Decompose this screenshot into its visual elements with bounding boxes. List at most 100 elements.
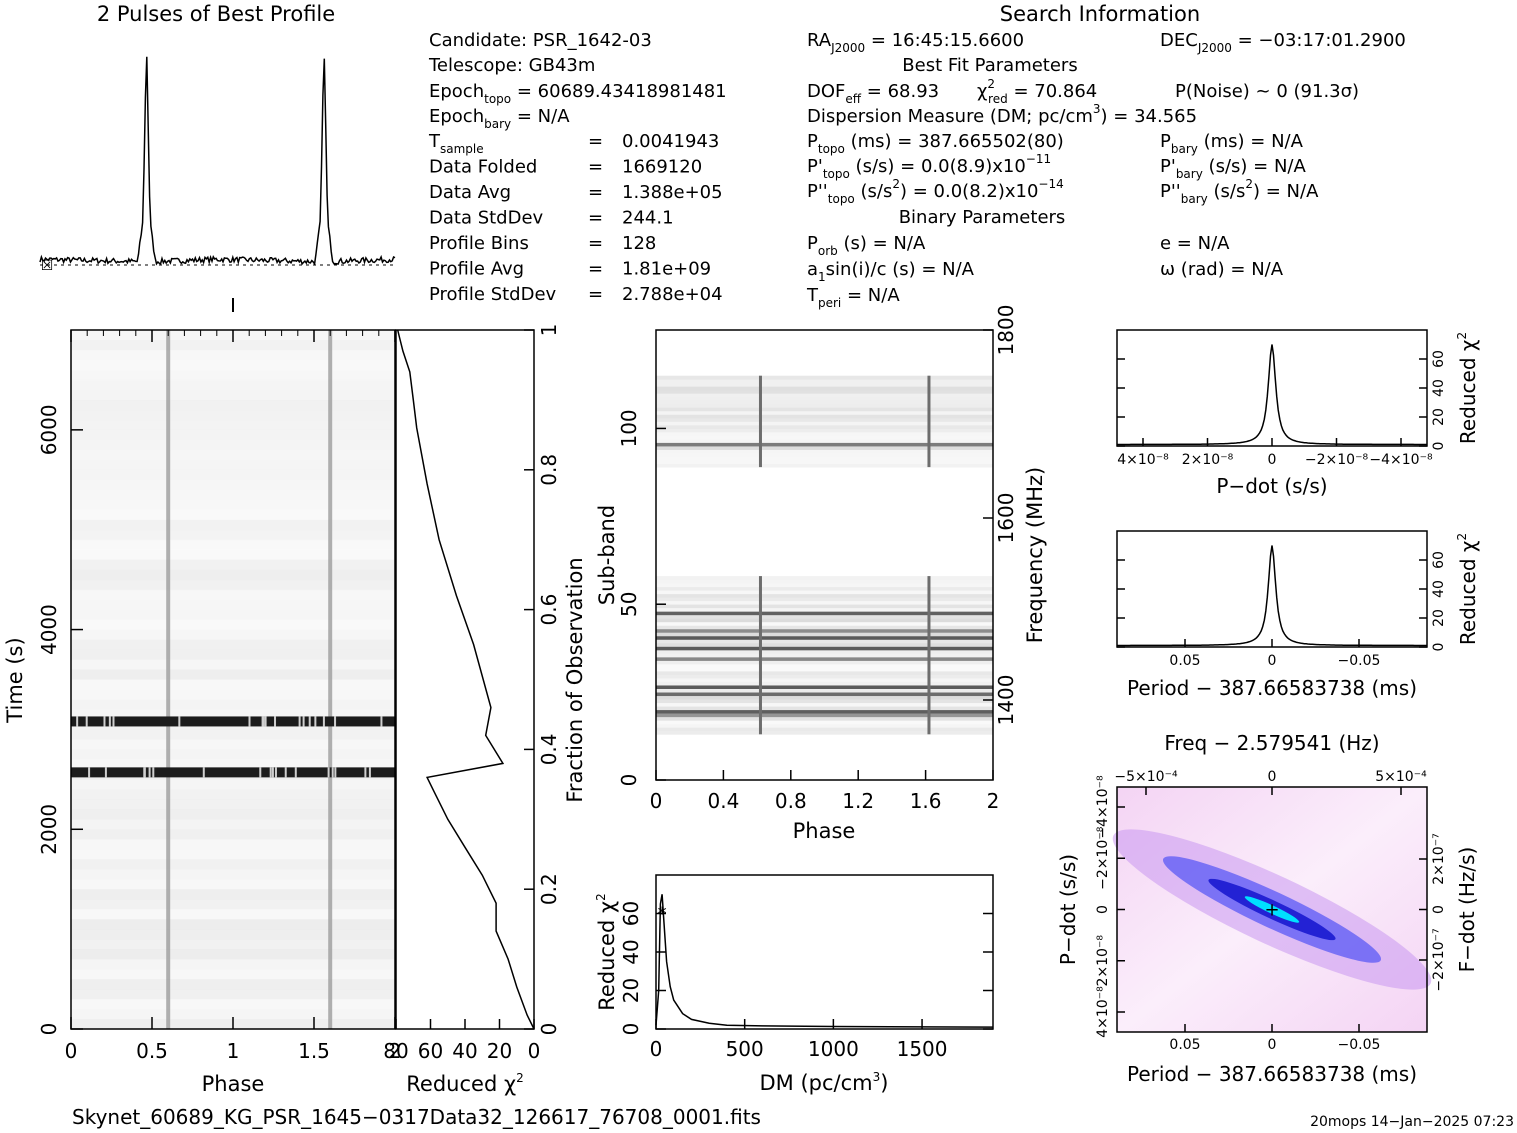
- time-phase-row: [71, 449, 395, 461]
- pbary-text: Pbary (ms) = N/A: [1160, 131, 1304, 156]
- subband-row: [656, 424, 993, 429]
- time-phase-row: [71, 959, 395, 970]
- time-phase-row: [71, 439, 395, 451]
- time-phase-row: [71, 799, 395, 810]
- time-phase-pulse-track: [166, 330, 171, 1029]
- subband-freq-label: 1800: [994, 305, 1018, 356]
- a1-text: a1sin(i)/c (s) = N/A: [807, 259, 975, 284]
- info-row-value: 0.0041943: [622, 131, 719, 152]
- subband-row: [656, 649, 993, 654]
- dm-ytick-label: 60: [619, 901, 643, 926]
- subband-row: [656, 414, 993, 419]
- info-row-label: Data StdDev: [429, 208, 544, 229]
- subband-row: [656, 453, 993, 457]
- time-phase-row: [71, 619, 395, 631]
- time-phase-rfi-gap: [380, 716, 383, 727]
- subband-row: [656, 639, 993, 644]
- period-chi-xlabel: Period − 387.66583738 (ms): [1127, 676, 1417, 700]
- subband-xtick-label: 2: [987, 789, 1000, 813]
- pdot-chi-ylabel: Reduced χ2: [1455, 332, 1480, 444]
- e-text: e = N/A: [1160, 233, 1230, 254]
- subband-rfi-row: [656, 685, 993, 689]
- subband-rfi-row: [656, 692, 993, 697]
- time-phase-row: [71, 809, 395, 820]
- pddot-bary-text: P''bary (s/s2) = N/A: [1160, 177, 1319, 206]
- time-phase-rfi-gap: [284, 767, 287, 778]
- time-phase-rfi-gap: [76, 716, 79, 727]
- plane-ytick-label: 2×10⁻⁸: [1095, 935, 1111, 987]
- chi-red-text: χ2 red = 70.864: [977, 77, 1097, 106]
- subband-rfi-row: [656, 656, 993, 661]
- info-row-value: 1.81e+09: [622, 259, 711, 280]
- time-phase-row: [71, 849, 395, 860]
- pdot-chi-ytick-label: 60: [1431, 350, 1447, 368]
- period-chi-xtick-label: −0.05: [1338, 653, 1381, 669]
- time-phase-row: [71, 379, 395, 391]
- time-phase-rfi-gap: [88, 767, 91, 778]
- subband-row: [656, 431, 993, 436]
- chi-fraction-xtick-label: 20: [487, 1039, 512, 1063]
- dm-ylabel: Reduced χ2: [594, 893, 619, 1010]
- search-info: Search Information RAJ2000 = 16:45:15.66…: [806, 2, 1406, 310]
- plane-right-tick-label: −2×10⁻⁷: [1431, 928, 1447, 991]
- dm-xtick-label: 500: [726, 1037, 764, 1061]
- time-phase-ytick-label: 0: [37, 1023, 61, 1036]
- subband-row: [656, 653, 993, 658]
- time-phase-row: [71, 419, 395, 431]
- pdot-chi-xtick-label: −4×10⁻⁸: [1369, 452, 1433, 468]
- time-phase-row: [71, 939, 395, 950]
- chi-fraction-ytick-label: 0.6: [537, 594, 561, 626]
- pdot-chi-xtick-label: 0: [1268, 452, 1277, 468]
- pdot-chi-xtick-label: 2×10⁻⁸: [1182, 452, 1234, 468]
- time-phase-row: [71, 659, 395, 671]
- time-phase-row: [71, 529, 395, 541]
- period-chi-ytick-label: 60: [1431, 551, 1447, 569]
- time-phase-row: [71, 909, 395, 920]
- time-phase-xlabel: Phase: [202, 1072, 265, 1096]
- ptopo-text: Ptopo (ms) = 387.665502(80): [807, 131, 1064, 156]
- subband-row: [656, 614, 993, 619]
- time-phase-rfi-gap: [271, 767, 274, 778]
- info-row-eq: =: [588, 131, 603, 152]
- time-phase-row: [71, 509, 395, 521]
- subband-row: [656, 438, 993, 443]
- plane-ytick-label: −4×10⁻⁸: [1095, 775, 1111, 839]
- subband-rfi-row: [656, 628, 993, 633]
- time-phase-rfi-gap: [302, 716, 305, 727]
- time-phase-row: [71, 559, 395, 571]
- info-rows: Tsample = 0.0041943 Data Folded = 1669120 Data…: [428, 131, 723, 305]
- subband-ytick-label: 100: [617, 409, 641, 447]
- subband-row: [656, 460, 993, 464]
- time-phase-row: [71, 339, 395, 351]
- info-row-label: Data Avg: [429, 182, 511, 203]
- time-phase-ylabel: Time (s): [3, 637, 27, 723]
- time-phase-row: [71, 789, 395, 800]
- dm-xtick-label: 0: [650, 1037, 663, 1061]
- plane-ytick-label: 4×10⁻⁸: [1095, 986, 1111, 1038]
- subband-rfi-row: [656, 646, 993, 651]
- info-row-value: 2.788e+04: [622, 284, 723, 305]
- subband-xtick-label: 0.8: [775, 789, 807, 813]
- time-phase-rfi-gap: [104, 767, 107, 778]
- time-phase-xtick-label: 0.5: [136, 1039, 168, 1063]
- timestamp-text: 20mops 14−Jan−2025 07:23: [1310, 1114, 1514, 1130]
- subband-row: [656, 379, 993, 384]
- subband-ylabel2: Frequency (MHz): [1023, 467, 1047, 643]
- time-phase-row: [71, 889, 395, 900]
- dof-text: DOFeff = 68.93: [807, 81, 939, 106]
- dm-xtick-label: 1000: [808, 1037, 859, 1061]
- subband-pulse-track: [758, 576, 762, 735]
- info-row-label: Data Folded: [429, 157, 537, 178]
- time-phase-row: [71, 859, 395, 870]
- time-phase-ytick-label: 4000: [37, 604, 61, 655]
- subband-row: [656, 667, 993, 672]
- time-phase-row: [71, 479, 395, 491]
- subband-row: [656, 604, 993, 609]
- chi-fraction-ytick-label: 0: [537, 1023, 561, 1036]
- subband-ytick-label: 50: [617, 591, 641, 616]
- subband-row: [656, 446, 993, 450]
- candidate-text: Candidate: PSR_1642-03: [429, 30, 652, 51]
- time-phase-row: [71, 459, 395, 471]
